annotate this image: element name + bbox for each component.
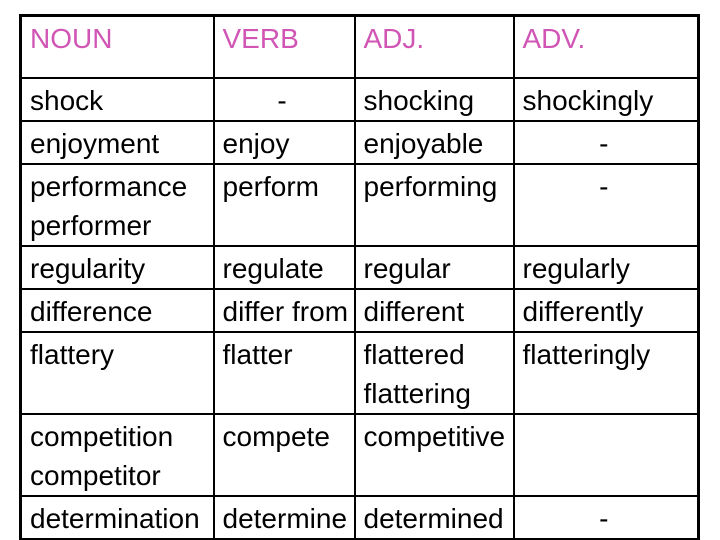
table-cell: difference: [19, 288, 215, 333]
table-row: flattery flatter flattered flattering flatte…: [19, 331, 700, 415]
cell-line: regularly: [522, 253, 630, 284]
cell-line: compete: [222, 421, 330, 452]
cell-line: performer: [30, 210, 152, 241]
table-cell: shockingly: [512, 77, 700, 122]
cell-line: determine: [222, 503, 348, 534]
cell-line: flattery: [30, 339, 115, 370]
cell-line: performance: [30, 171, 188, 202]
table-row: determination determine determined -: [19, 495, 700, 540]
cell-line: enjoyable: [363, 128, 484, 159]
table-cell: differently: [512, 288, 700, 333]
table-row: enjoyment enjoy enjoyable -: [19, 120, 700, 165]
cell-line: shockingly: [522, 85, 654, 116]
cell-line: regularity: [30, 253, 146, 284]
table-cell: shock: [19, 77, 215, 122]
cell-line: different: [363, 296, 465, 327]
table-row: shock - shocking shockingly: [19, 77, 700, 122]
cell-line: enjoy: [222, 128, 290, 159]
cell-line: difference: [30, 296, 153, 327]
cell-line: flatteringly: [522, 339, 651, 370]
table-row: regularity regulate regular regularly: [19, 245, 700, 290]
table-cell: regular: [353, 245, 515, 290]
table-cell: [512, 413, 700, 497]
table-cell: flattered flattering: [353, 331, 515, 415]
table-cell: flatter: [212, 331, 356, 415]
table-cell: enjoyment: [19, 120, 215, 165]
cell-line: -: [599, 171, 609, 202]
table-row: difference differ from different differentl…: [19, 288, 700, 333]
header-noun: NOUN: [19, 14, 215, 79]
cell-line: -: [277, 85, 287, 116]
cell-line: -: [599, 128, 609, 159]
table-cell: regularity: [19, 245, 215, 290]
table-cell: flattery: [19, 331, 215, 415]
table-cell: determined: [353, 495, 515, 540]
table-cell: determine: [212, 495, 356, 540]
cell-line: -: [599, 503, 609, 534]
cell-line: determined: [363, 503, 504, 534]
cell-line: enjoyment: [30, 128, 160, 159]
table-cell: performing: [353, 163, 515, 247]
cell-line: perform: [222, 171, 319, 202]
cell-line: competition: [30, 421, 174, 452]
cell-line: differ from: [222, 296, 349, 327]
header-adj: ADJ.: [353, 14, 515, 79]
table-cell: shocking: [353, 77, 515, 122]
cell-line: performing: [363, 171, 498, 202]
table-cell: regularly: [512, 245, 700, 290]
table-cell: -: [512, 495, 700, 540]
cell-line: differently: [522, 296, 644, 327]
table-cell: competitive: [353, 413, 515, 497]
table-cell: perform: [212, 163, 356, 247]
cell-line: competitive: [363, 421, 506, 452]
table-cell: regulate: [212, 245, 356, 290]
table-cell: flatteringly: [512, 331, 700, 415]
cell-line: shock: [30, 85, 104, 116]
table-cell: enjoy: [212, 120, 356, 165]
header-verb: VERB: [212, 14, 356, 79]
word-forms-table: NOUN VERB ADJ. ADV. shock - shocking shocki…: [19, 14, 700, 540]
table-row: performance performer perform performing -: [19, 163, 700, 247]
cell-line: flattered: [363, 339, 465, 370]
cell-line: regular: [363, 253, 451, 284]
header-adv: ADV.: [512, 14, 700, 79]
cell-line: flattering: [363, 378, 471, 409]
table-cell: enjoyable: [353, 120, 515, 165]
cell-line: competitor: [30, 460, 161, 491]
cell-line: flatter: [222, 339, 293, 370]
table-cell: compete: [212, 413, 356, 497]
table-cell: -: [512, 163, 700, 247]
table-cell: differ from: [212, 288, 356, 333]
header-row: NOUN VERB ADJ. ADV.: [19, 14, 700, 79]
table-cell: determination: [19, 495, 215, 540]
cell-line: regulate: [222, 253, 324, 284]
table-body: shock - shocking shockingly enjoyment enjoy en…: [19, 77, 700, 540]
table-cell: -: [212, 77, 356, 122]
table-row: competition competitor compete competitive: [19, 413, 700, 497]
cell-line: shocking: [363, 85, 475, 116]
table-cell: performance performer: [19, 163, 215, 247]
table-cell: different: [353, 288, 515, 333]
table-cell: competition competitor: [19, 413, 215, 497]
cell-line: determination: [30, 503, 200, 534]
table-cell: -: [512, 120, 700, 165]
